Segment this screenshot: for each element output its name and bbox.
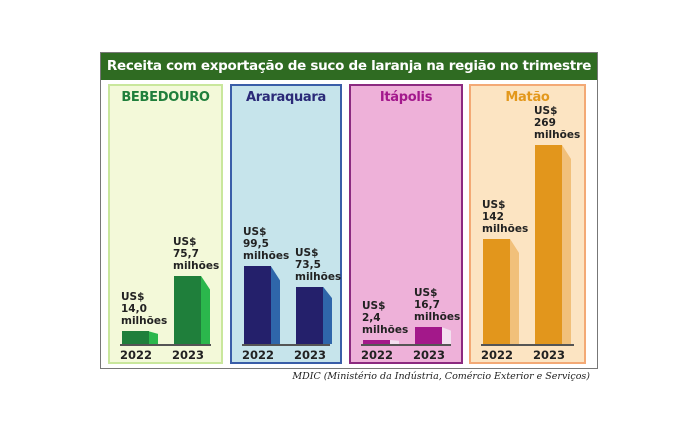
bar-2023 <box>415 327 442 344</box>
year-label: 2022 <box>360 348 393 362</box>
panel-araraquara: Araraquara US$ 99,5 milhões 2022 US$ 73,5 m… <box>230 84 342 364</box>
year-label: 2022 <box>119 348 152 362</box>
panel-title: Araraquara <box>246 90 326 105</box>
chart-title: Receita com exportação de suco de laranj… <box>101 53 597 80</box>
data-label: US$ 75,7 milhões <box>173 235 220 272</box>
data-label: US$ 99,5 milhões <box>243 226 290 263</box>
bar-side <box>201 275 210 344</box>
bar-2022 <box>122 331 149 344</box>
year-label: 2023 <box>171 348 204 362</box>
panel-title: Itápolis <box>379 90 433 105</box>
year-label: 2023 <box>412 348 445 362</box>
bar-2023 <box>296 286 323 344</box>
baseline <box>242 344 330 346</box>
bar-side <box>149 331 158 344</box>
bar-2023 <box>535 144 562 344</box>
data-label: US$ 73,5 milhões <box>295 246 342 283</box>
year-label: 2022 <box>241 348 274 362</box>
year-label: 2023 <box>293 348 326 362</box>
bar-side <box>271 266 280 344</box>
data-label: US$ 142 milhões <box>482 198 529 235</box>
baseline <box>481 344 574 346</box>
bar-2022 <box>244 266 271 344</box>
data-label: US$ 269 milhões <box>534 104 581 141</box>
chart-frame: Receita com exportação de suco de laranj… <box>100 52 598 369</box>
baseline <box>361 344 451 346</box>
panel-title: Matão <box>505 90 550 105</box>
bar-side <box>442 327 451 344</box>
source-note: MDIC (Ministério da Indústria, Comércio … <box>292 371 590 382</box>
data-label: US$ 2,4 milhões <box>362 300 409 336</box>
bar-side <box>510 238 519 344</box>
bar-side <box>390 340 399 344</box>
bar-side <box>323 286 332 344</box>
data-label: US$ 16,7 milhões <box>414 287 461 324</box>
bar-2023 <box>174 275 201 344</box>
panel-itápolis: Itápolis US$ 2,4 milhões 2022 US$ 16,7 milh… <box>349 84 463 364</box>
bar-2022 <box>483 238 510 344</box>
panel-title: BEBEDOURO <box>121 90 210 105</box>
bar-side <box>562 144 571 344</box>
year-label: 2022 <box>480 348 513 362</box>
panel-bebedouro: BEBEDOURO US$ 14,0 milhões 2022 US$ 75,7 mi… <box>108 84 223 364</box>
bar-2022 <box>363 340 390 344</box>
baseline <box>120 344 211 346</box>
year-label: 2023 <box>532 348 565 362</box>
data-label: US$ 14,0 milhões <box>121 291 168 328</box>
panel-matão: Matão US$ 142 milhões 2022 US$ 269 milhões 2… <box>469 84 586 364</box>
